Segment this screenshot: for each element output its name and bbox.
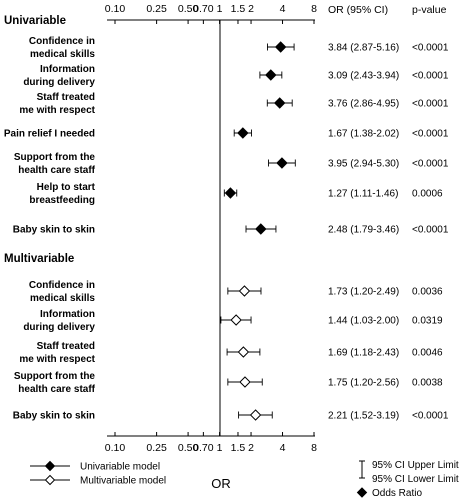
- or-value: 1.67 (1.38-2.02): [328, 129, 399, 140]
- point-estimate-filled: [224, 187, 237, 199]
- row-label: health care staff: [18, 165, 95, 176]
- legend-marker-filled: [44, 460, 56, 472]
- tick-label-bottom: 2: [248, 442, 254, 454]
- or-value: 1.27 (1.11-1.46): [328, 189, 398, 200]
- tick-label-bottom: 4: [280, 442, 286, 454]
- sections: Univariable Confidence in medical skills 3.…: [4, 15, 449, 422]
- or-value: 3.09 (2.43-3.94): [328, 71, 399, 82]
- point-estimate-filled: [276, 157, 288, 169]
- legend: Univariable model Multivariable model 95% …: [30, 460, 459, 499]
- tick-label-top: 0.70: [193, 3, 214, 15]
- or-value: 1.44 (1.03-2.00): [328, 316, 399, 327]
- row-label: during delivery: [23, 77, 95, 88]
- row-label: Pain relief I needed: [4, 129, 95, 140]
- p-value: <0.0001: [412, 411, 449, 422]
- p-value: 0.0006: [412, 189, 443, 200]
- or-value: 2.48 (1.79-3.46): [328, 225, 399, 236]
- tick-label-bottom: 8: [311, 442, 317, 454]
- tick-label-top: 0.10: [105, 3, 126, 15]
- p-value: 0.0046: [412, 348, 443, 359]
- tick-label-bottom: 1: [217, 442, 223, 454]
- tick-label-top: 1: [217, 3, 223, 15]
- tick-label-top: 8: [311, 3, 317, 15]
- or-value: 1.69 (1.18-2.43): [328, 348, 399, 359]
- row-label: Staff treated: [37, 341, 95, 352]
- point-estimate-open: [249, 409, 262, 421]
- legend-key-lower: 95% CI Lower Limit: [372, 474, 459, 485]
- row-label: Baby skin to skin: [13, 225, 95, 236]
- header-or: OR (95% CI): [328, 4, 388, 16]
- header-p: p-value: [412, 4, 447, 16]
- row-label: me with respect: [19, 105, 95, 116]
- point-estimate-filled: [274, 97, 286, 109]
- tick-label-top: 1.5: [231, 3, 246, 15]
- row-label: Support from the: [14, 371, 96, 382]
- point-estimate-filled: [274, 41, 287, 53]
- legend-series-label: Univariable model: [80, 462, 160, 473]
- tick-label-top: 4: [280, 3, 286, 15]
- row-label: Confidence in: [29, 280, 95, 291]
- or-value: 1.73 (1.20-2.49): [328, 287, 399, 298]
- or-value: 3.84 (2.87-5.16): [328, 43, 399, 54]
- point-estimate-open: [237, 346, 250, 358]
- row-label: Baby skin to skin: [13, 411, 95, 422]
- row-label: Help to start: [37, 182, 96, 193]
- row-label: Information: [40, 64, 95, 75]
- row-label: Information: [40, 309, 95, 320]
- row-label: me with respect: [19, 354, 95, 365]
- section-title: Univariable: [4, 15, 66, 27]
- row-label: medical skills: [30, 293, 95, 304]
- row-label: health care staff: [18, 384, 95, 395]
- bottom-tick-labels: 0.10 0.25 0.500.70 1 1.5 2 4 8: [105, 432, 317, 454]
- p-value: <0.0001: [412, 129, 449, 140]
- p-value: <0.0001: [412, 159, 449, 170]
- point-estimate-open: [230, 314, 242, 326]
- tick-label-top: 0.50: [178, 3, 199, 15]
- p-value: <0.0001: [412, 43, 449, 54]
- tick-label-top: 2: [248, 3, 254, 15]
- tick-label-bottom: 1.5: [231, 442, 246, 454]
- or-value: 3.76 (2.86-4.95): [328, 99, 399, 110]
- tick-label-top: 0.25: [146, 3, 167, 15]
- section-title: Multivariable: [4, 253, 74, 265]
- p-value: 0.0038: [412, 378, 443, 389]
- tick-label-bottom: 0.50: [178, 442, 199, 454]
- p-value: 0.0036: [412, 287, 443, 298]
- legend-marker-open: [44, 474, 56, 486]
- p-value: <0.0001: [412, 225, 449, 236]
- top-tick-labels: 0.10 0.25 0.500.70 1 1.5 2 4 8: [105, 3, 317, 24]
- row-label: Support from the: [14, 152, 96, 163]
- p-value: <0.0001: [412, 71, 449, 82]
- tick-label-bottom: 0.70: [193, 442, 214, 454]
- legend-key-upper: 95% CI Upper Limit: [372, 460, 459, 471]
- axis-label: OR: [211, 476, 231, 491]
- legend-odds-ratio-marker: [356, 487, 368, 498]
- legend-key-odds-ratio: Odds Ratio: [372, 488, 422, 499]
- point-estimate-filled: [255, 223, 267, 235]
- point-estimate-open: [239, 376, 251, 388]
- row-label: breastfeeding: [29, 195, 95, 206]
- or-value: 1.75 (1.20-2.56): [328, 378, 399, 389]
- or-value: 3.95 (2.94-5.30): [328, 159, 399, 170]
- or-value: 2.21 (1.52-3.19): [328, 411, 399, 422]
- legend-series-label: Multivariable model: [80, 476, 166, 487]
- point-estimate-filled: [237, 127, 249, 139]
- p-value: <0.0001: [412, 99, 449, 110]
- row-label: Staff treated: [37, 92, 95, 103]
- tick-label-bottom: 0.10: [105, 442, 126, 454]
- row-label: medical skills: [30, 49, 95, 60]
- tick-label-bottom: 0.25: [146, 442, 167, 454]
- row-label: during delivery: [23, 322, 95, 333]
- p-value: 0.0319: [412, 316, 443, 327]
- row-label: Confidence in: [29, 36, 95, 47]
- point-estimate-open: [238, 285, 251, 297]
- point-estimate-filled: [265, 69, 277, 81]
